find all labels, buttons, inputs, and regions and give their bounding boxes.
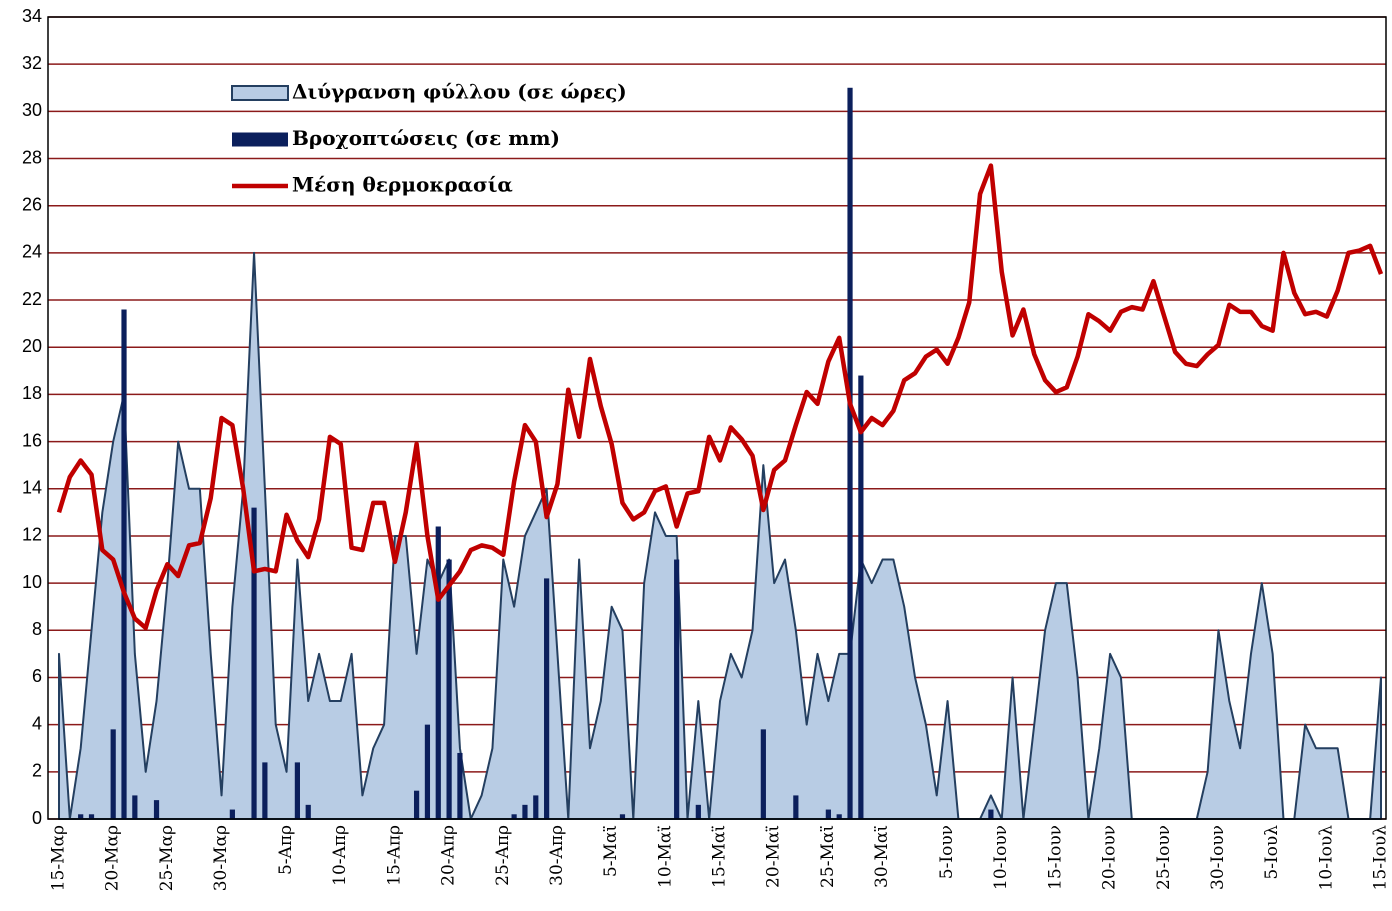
y-tick-label: 10 xyxy=(22,572,42,592)
bar xyxy=(446,559,452,819)
bar xyxy=(153,800,160,819)
bar xyxy=(88,814,95,819)
x-tick-label: 5-Ιουλ xyxy=(1262,825,1282,880)
bar xyxy=(457,752,463,819)
bar xyxy=(110,729,116,819)
y-tick-label: 16 xyxy=(22,430,42,450)
y-tick-label: 22 xyxy=(22,289,42,309)
bar xyxy=(533,795,539,819)
y-tick-label: 34 xyxy=(22,6,42,26)
bar xyxy=(294,762,300,819)
x-tick-label: 5-Ιουν xyxy=(937,825,957,879)
bar xyxy=(674,559,680,819)
x-tick-label: 15-Μαρ xyxy=(49,825,69,891)
legend-label: Βροχοπτώσεις (σε mm) xyxy=(292,126,560,150)
x-tick-label: 20-Ιουν xyxy=(1100,825,1120,890)
bar xyxy=(760,729,766,819)
y-tick-label: 30 xyxy=(22,100,42,120)
x-tick-label: 30-Ιουν xyxy=(1208,825,1228,890)
x-tick-label: 15-Ιουν xyxy=(1045,825,1065,890)
bar xyxy=(511,814,517,819)
legend-label: Μέση θερμοκρασία xyxy=(292,173,513,197)
x-tick-label: 15-Ιουλ xyxy=(1371,825,1391,891)
y-tick-label: 8 xyxy=(32,619,42,639)
plot-frame xyxy=(47,16,1387,820)
x-tick-label: 30-Μαρ xyxy=(211,825,231,891)
line xyxy=(56,163,1384,631)
bar xyxy=(132,795,138,819)
x-tick-label: 10-Απρ xyxy=(330,825,350,886)
bar xyxy=(544,578,550,819)
y-tick-label: 4 xyxy=(32,713,42,733)
y-tick-label: 26 xyxy=(22,194,42,214)
bar xyxy=(435,526,441,819)
bar xyxy=(413,790,420,819)
legend-swatch xyxy=(232,132,288,147)
y-tick-label: 24 xyxy=(22,242,42,262)
bar xyxy=(793,795,799,819)
y-tick-label: 6 xyxy=(32,666,42,686)
x-tick-label: 10-Ιουν xyxy=(991,825,1011,890)
y-tick-label: 18 xyxy=(22,383,42,403)
x-tick-label: 25-Ιουν xyxy=(1154,825,1174,890)
bar xyxy=(825,809,831,819)
x-tick-label: 5-Απρ xyxy=(276,825,296,875)
bar xyxy=(836,814,842,819)
x-tick-label: 25-Μαρ xyxy=(157,825,177,891)
bar xyxy=(695,804,701,819)
x-tick-label: 20-Μαρ xyxy=(103,825,123,891)
bar xyxy=(229,809,235,819)
bar xyxy=(78,814,84,819)
bar xyxy=(424,724,431,819)
y-tick-label: 32 xyxy=(22,53,42,73)
x-tick-label: 15-Απρ xyxy=(384,825,404,886)
bar xyxy=(619,814,626,819)
y-tick-label: 2 xyxy=(32,761,42,781)
bar xyxy=(251,507,257,819)
y-tick-label: 0 xyxy=(32,808,42,828)
y-tick-label: 12 xyxy=(22,525,42,545)
x-tick-label: 10-Μαϊ xyxy=(655,825,675,888)
x-tick-label: 20-Απρ xyxy=(439,825,459,886)
x-tick-label: 25-Απρ xyxy=(493,825,513,886)
bar xyxy=(522,804,528,819)
bar xyxy=(262,762,268,819)
y-tick-label: 14 xyxy=(22,478,42,498)
bar xyxy=(858,375,864,819)
x-tick-label: 20-Μαϊ xyxy=(764,825,784,888)
x-tick-label: 30-Μαϊ xyxy=(872,825,892,888)
legend-label: Διύγρανση φύλλου (σε ώρες) xyxy=(292,80,627,104)
bar xyxy=(305,804,311,819)
x-tick-label: 5-Μαϊ xyxy=(601,825,621,877)
y-tick-label: 20 xyxy=(22,336,42,356)
x-tick-label: 15-Μαϊ xyxy=(710,825,730,888)
x-tick-label: 25-Μαϊ xyxy=(818,825,838,888)
x-tick-label: 30-Απρ xyxy=(547,825,567,886)
y-tick-label: 28 xyxy=(22,147,42,167)
bar xyxy=(121,309,127,819)
bar xyxy=(988,809,994,819)
bar xyxy=(847,87,853,819)
x-tick-label: 10-Ιουλ xyxy=(1316,825,1336,891)
legend-swatch xyxy=(231,85,289,101)
